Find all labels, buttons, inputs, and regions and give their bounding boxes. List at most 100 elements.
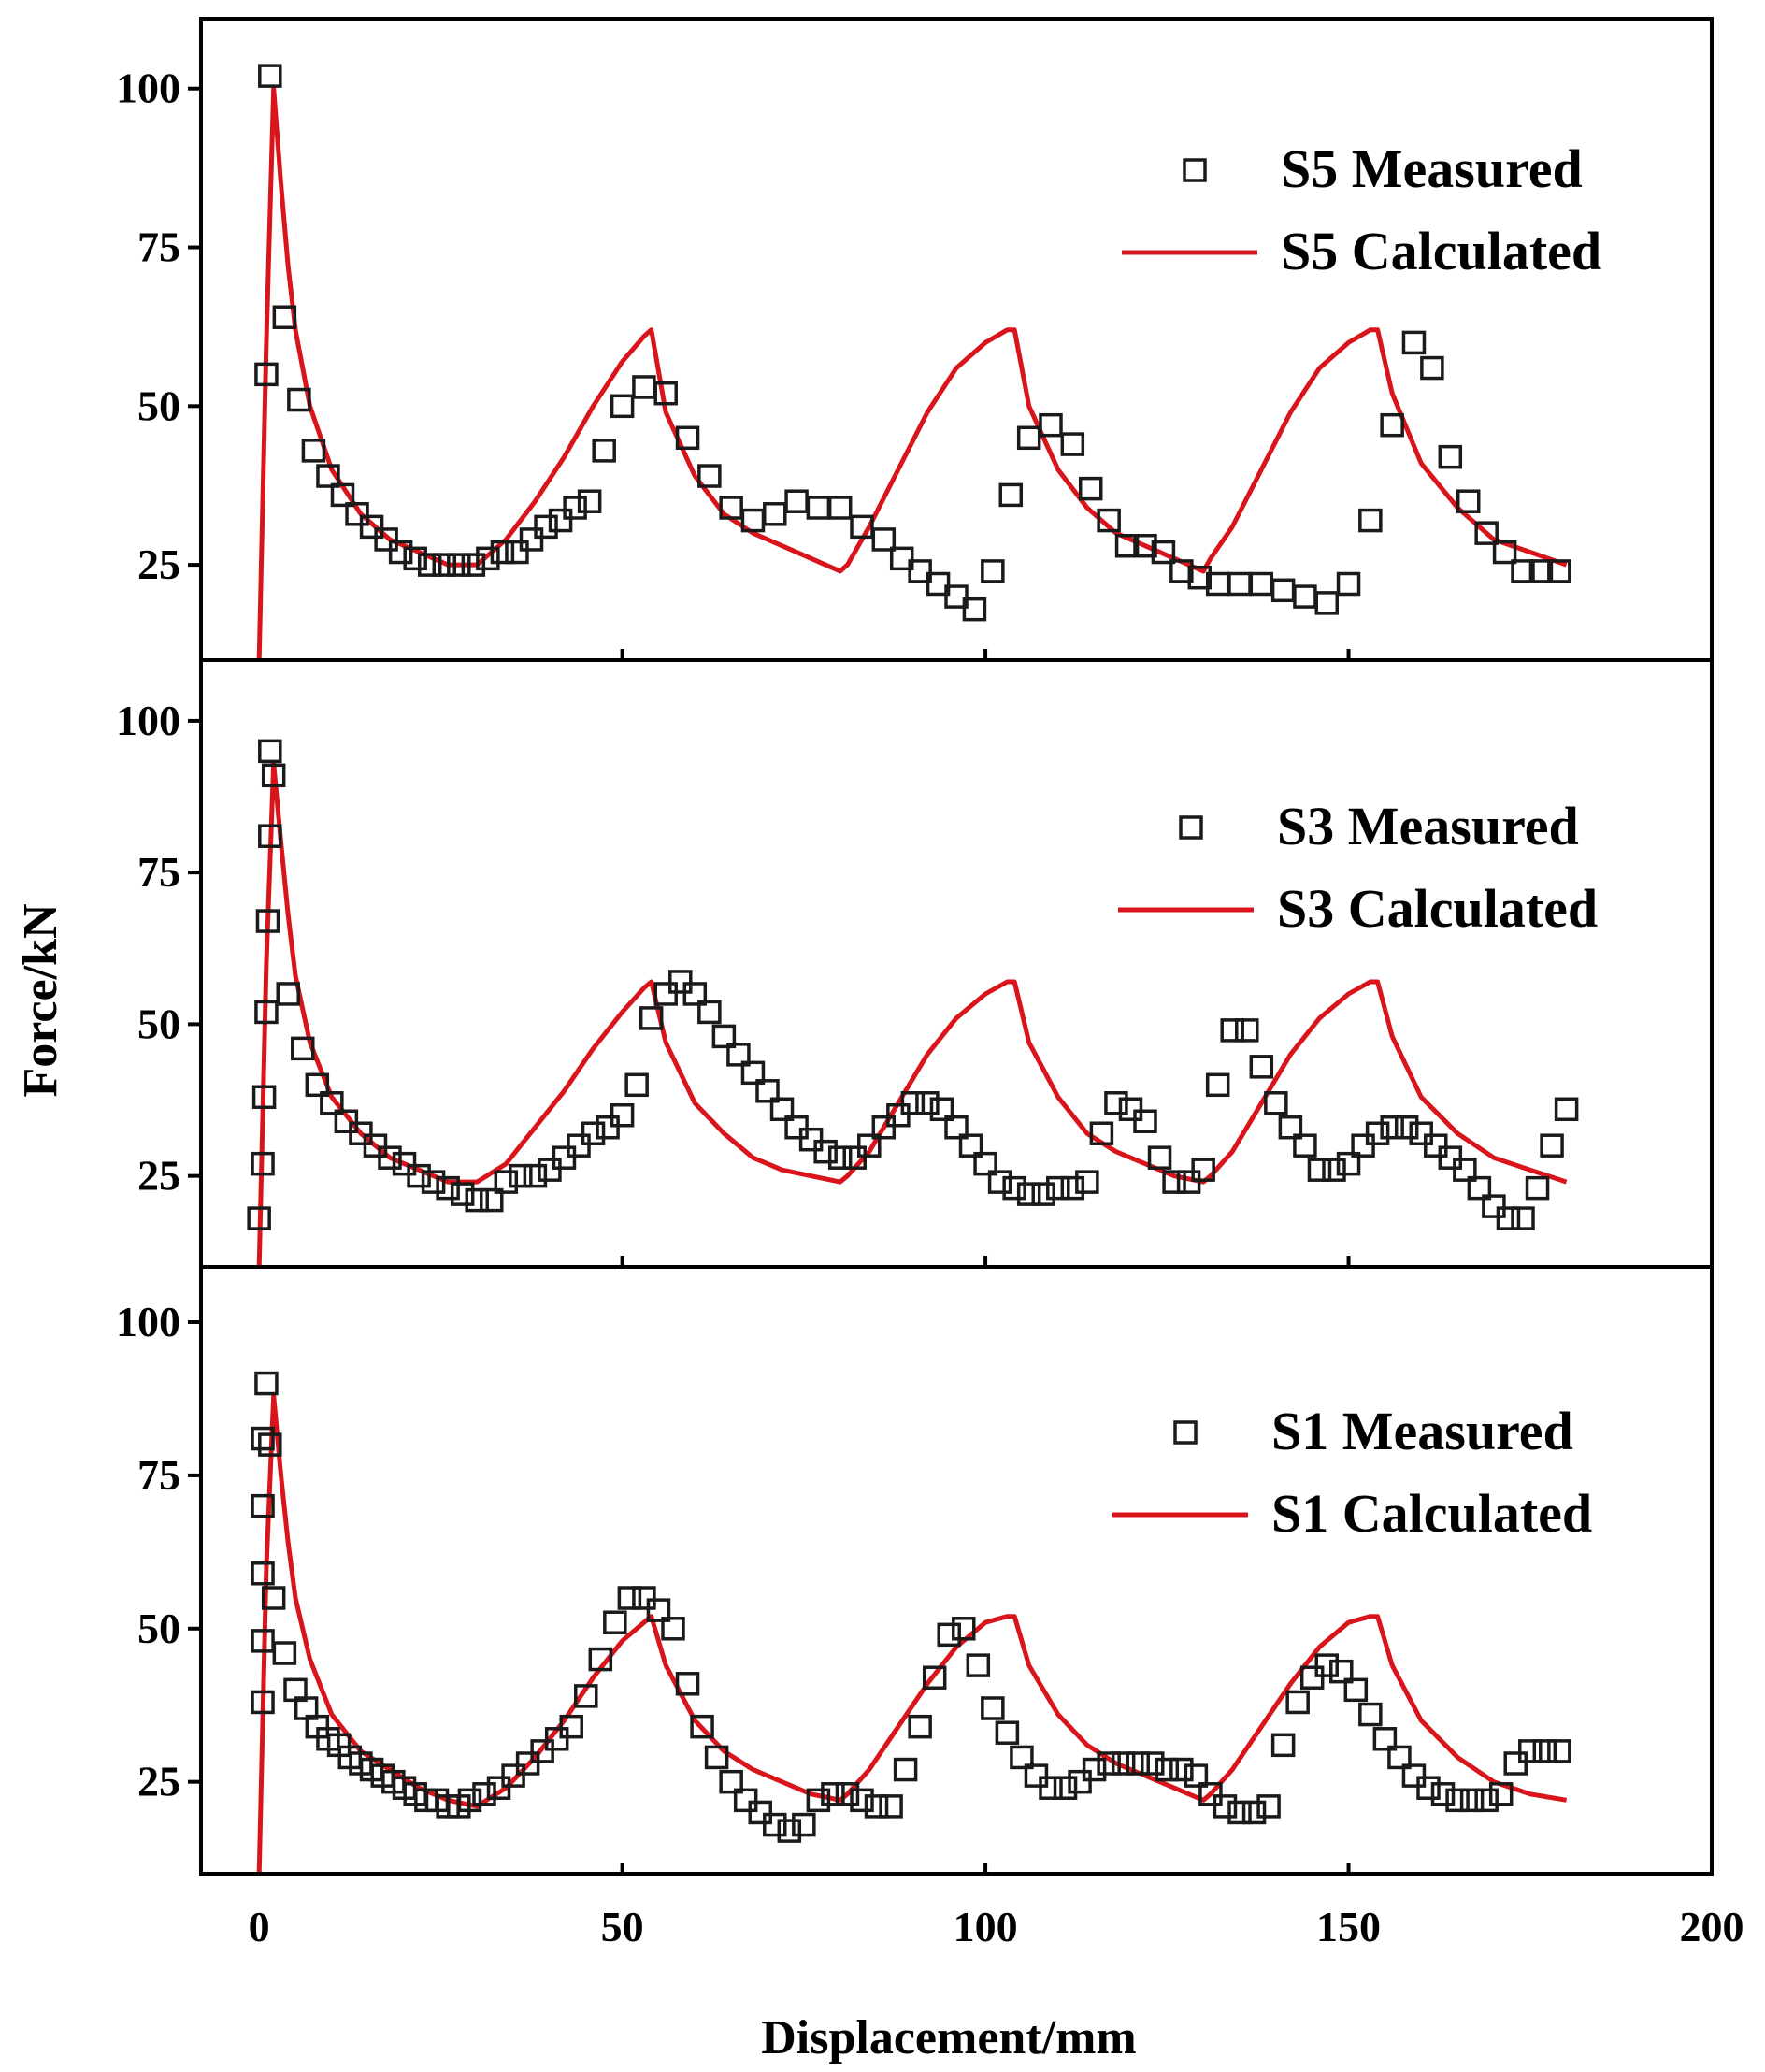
measured-point-s3 (915, 1091, 940, 1115)
measured-point-s1 (1299, 1665, 1325, 1690)
measured-point-s3 (255, 909, 280, 933)
measured-point-s5 (1401, 330, 1427, 355)
measured-point-s3 (1293, 1133, 1317, 1158)
measured-point-s1 (952, 1617, 976, 1641)
measured-point-s1 (1213, 1794, 1238, 1819)
measured-point-s3 (291, 1036, 315, 1061)
measured-point-s5 (1420, 355, 1444, 381)
measured-point-s1 (1111, 1751, 1136, 1776)
measured-point-s1 (603, 1610, 627, 1634)
measured-point-s5 (1511, 559, 1535, 583)
measured-point-s5 (1187, 565, 1213, 590)
legend-s1: S1 Measured S1 Calculated (1112, 1401, 1592, 1544)
measured-point-s5 (505, 540, 529, 565)
y-tick-label-s5-100: 100 (116, 65, 180, 112)
measured-point-s1 (1488, 1782, 1514, 1806)
measured-point-s3 (509, 1163, 533, 1188)
measured-point-s1 (763, 1812, 787, 1837)
measured-point-s5 (432, 553, 457, 577)
measured-point-s5 (926, 571, 951, 597)
measured-point-s1 (821, 1782, 845, 1806)
measured-point-s5 (1438, 444, 1463, 469)
measured-point-s3 (436, 1175, 460, 1201)
y-tick-label-s5-25: 25 (137, 540, 180, 588)
x-tick-label-150: 150 (1316, 1903, 1381, 1950)
measured-point-s5 (272, 305, 297, 329)
measured-point-s1 (675, 1672, 700, 1696)
measured-point-s5 (981, 559, 1005, 583)
measured-point-s1 (1010, 1745, 1034, 1770)
measured-point-s1 (966, 1653, 991, 1677)
x-axis: 0 50 100 150 200 (249, 1903, 1744, 1950)
measured-point-s3 (769, 1097, 795, 1122)
measured-point-s3 (465, 1187, 489, 1213)
measured-point-s3 (1162, 1170, 1186, 1194)
measured-point-s1 (472, 1782, 496, 1806)
measured-series-s1 (251, 1371, 1571, 1843)
measured-point-s5 (254, 362, 279, 387)
measured-point-s1 (254, 1371, 279, 1396)
measured-point-s1 (1518, 1739, 1543, 1763)
measured-point-s3 (1220, 1018, 1244, 1043)
measured-point-s1 (1358, 1702, 1383, 1727)
measured-point-s5 (316, 464, 340, 488)
measured-point-s3 (320, 1091, 344, 1115)
measured-point-s1 (1155, 1757, 1180, 1782)
measured-point-s3 (276, 982, 300, 1006)
measured-point-s5 (1078, 476, 1103, 501)
measured-point-s3 (334, 1109, 359, 1133)
measured-point-s3 (1307, 1158, 1332, 1182)
measured-point-s1 (1126, 1751, 1150, 1776)
measured-point-s1 (777, 1819, 802, 1843)
measured-point-s1 (1474, 1788, 1499, 1813)
measured-point-s3 (1133, 1109, 1157, 1133)
measured-point-s1 (1141, 1751, 1165, 1776)
measured-point-s3 (349, 1121, 373, 1145)
measured-point-s3 (1453, 1158, 1477, 1182)
measured-point-s3 (668, 970, 693, 994)
legend-s3: S3 Measured S3 Calculated (1118, 796, 1598, 939)
measured-point-s3 (258, 739, 282, 764)
measured-point-s5 (1039, 412, 1063, 438)
measured-point-s1 (1387, 1745, 1412, 1770)
measured-point-s5 (998, 482, 1024, 508)
measured-point-s1 (806, 1788, 831, 1813)
measured-point-s5 (719, 496, 743, 520)
x-tick-label-0: 0 (249, 1903, 270, 1950)
measured-point-s3 (596, 1115, 620, 1140)
measured-point-s3 (1438, 1145, 1463, 1170)
measured-point-s5 (1151, 540, 1176, 565)
measured-point-s3 (378, 1145, 402, 1170)
measured-point-s1 (251, 1493, 275, 1518)
measured-point-s1 (850, 1788, 874, 1813)
measured-point-s5 (417, 553, 442, 577)
legend-calculated-label-s1: S1 Calculated (1271, 1483, 1592, 1544)
measured-point-s3 (639, 1006, 664, 1030)
panel-s1: 25 50 75 100 S1 Measured S1 Calculated (116, 1265, 1714, 1876)
measured-point-s5 (476, 546, 500, 571)
measured-point-s3 (1046, 1175, 1070, 1201)
measured-point-s3 (1089, 1121, 1114, 1145)
measured-point-s3 (1394, 1115, 1419, 1140)
measured-point-s3 (1191, 1158, 1215, 1182)
measured-point-s5 (374, 527, 398, 552)
measured-point-s3 (581, 1121, 606, 1145)
x-tick-label-100: 100 (954, 1903, 1018, 1950)
measured-point-s3 (1365, 1121, 1390, 1145)
measured-point-s3 (1075, 1170, 1099, 1194)
measured-point-s3 (1002, 1175, 1026, 1201)
measured-point-s3 (973, 1151, 997, 1176)
measured-point-s5 (1474, 521, 1499, 545)
measured-point-s1 (1532, 1739, 1557, 1763)
measured-point-s3 (1511, 1206, 1535, 1230)
measured-point-s3 (610, 1103, 635, 1128)
measured-point-s5 (763, 502, 787, 526)
measured-point-s3 (1482, 1194, 1506, 1218)
measured-point-s1 (1343, 1677, 1369, 1703)
measured-point-s5 (490, 540, 515, 565)
measured-point-s5 (827, 496, 853, 520)
measured-point-s3 (494, 1170, 519, 1194)
measured-point-s3 (261, 763, 286, 788)
measured-point-s3 (1249, 1055, 1274, 1079)
